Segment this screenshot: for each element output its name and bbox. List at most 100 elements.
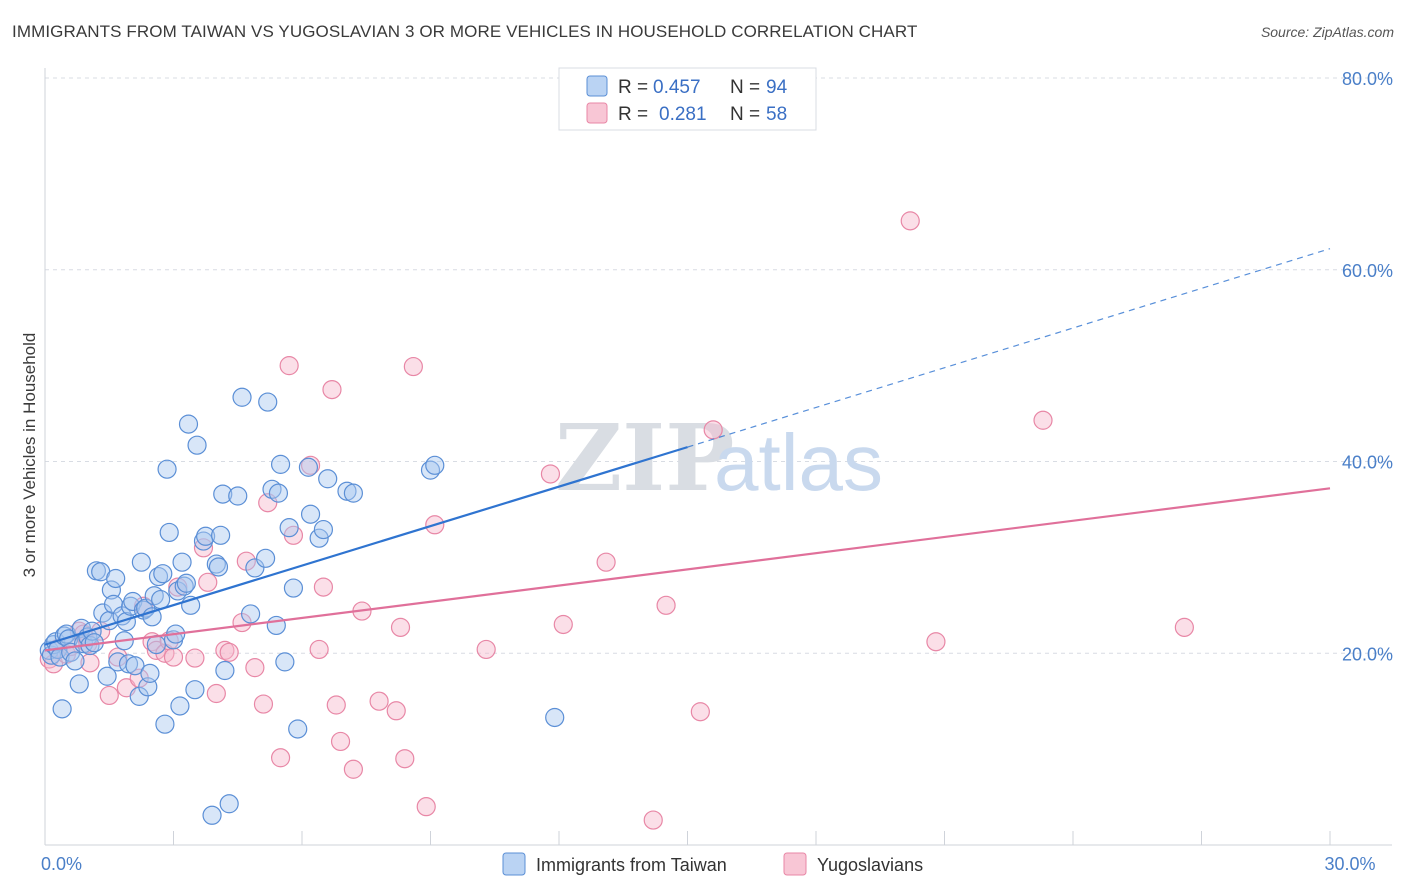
yugo-point: [99, 685, 119, 706]
taiwan-point: [228, 486, 248, 506]
yugo-point: [279, 356, 299, 376]
yugo-point: [703, 420, 723, 440]
taiwan-point: [174, 576, 194, 596]
taiwan-point: [176, 573, 196, 593]
yugo-point: [369, 691, 389, 711]
taiwan-point: [185, 680, 205, 700]
taiwan-point: [279, 518, 299, 538]
legend-yugo-n-label: N =: [730, 104, 760, 125]
legend-taiwan-r-value: 0.457: [653, 77, 701, 98]
yugo-point: [540, 464, 561, 484]
taiwan-point: [146, 635, 166, 655]
bottom-legend-taiwan-label: Immigrants from Taiwan: [536, 855, 727, 875]
grid-lines: [45, 77, 1392, 654]
taiwan-point: [275, 652, 295, 672]
watermark-atlas: atlas: [714, 418, 883, 507]
chart-title: IMMIGRANTS FROM TAIWAN VS YUGOSLAVIAN 3 …: [12, 22, 918, 41]
legend-taiwan-n-label: N =: [730, 77, 760, 98]
taiwan-point: [283, 578, 304, 598]
taiwan-point: [425, 455, 445, 475]
yugo-point: [185, 648, 205, 668]
bottom-legend-taiwan-swatch: [502, 852, 526, 876]
y-axis-label: 3 or more Vehicles in Household: [20, 333, 39, 578]
legend-taiwan-swatch: [586, 75, 608, 97]
taiwan-point: [268, 483, 289, 503]
yugo-point: [386, 701, 406, 721]
taiwan-point: [266, 615, 286, 636]
y-tick-label: 60.0%: [1342, 261, 1393, 281]
legend-yugo-swatch: [586, 102, 608, 124]
yugo-point: [245, 658, 265, 678]
taiwan-point: [202, 805, 222, 825]
taiwan-point: [172, 552, 192, 572]
taiwan-point: [241, 604, 261, 624]
source-label: Source: ZipAtlas.com: [1260, 24, 1394, 40]
taiwan-point: [157, 459, 177, 479]
taiwan-point: [131, 552, 151, 572]
taiwan-trend-line: [44, 446, 688, 646]
yugo-point: [108, 647, 128, 667]
yugo-point: [330, 731, 351, 752]
taiwan-point: [101, 580, 121, 600]
yugo-point: [476, 639, 496, 660]
taiwan-point: [140, 663, 160, 683]
taiwan-point: [232, 387, 252, 407]
taiwan-point: [187, 435, 207, 455]
taiwan-point: [213, 484, 233, 504]
taiwan-point: [170, 696, 190, 716]
yugo-point: [416, 797, 436, 817]
taiwan-point: [196, 526, 216, 546]
taiwan-point: [178, 414, 199, 434]
yugo-point: [309, 639, 329, 660]
bottom-legend-yugo-swatch: [783, 852, 807, 876]
taiwan-point: [52, 699, 72, 719]
bottom-legend: Immigrants from Taiwan Yugoslavians: [502, 852, 923, 876]
yugo-point: [193, 538, 214, 558]
yugo-point: [343, 759, 363, 779]
yugo-point: [270, 748, 291, 768]
taiwan-point: [219, 794, 239, 814]
yugo-point: [326, 695, 346, 715]
taiwan-point: [153, 564, 173, 584]
taiwan-point: [270, 454, 291, 474]
taiwan-point: [318, 469, 338, 489]
taiwan-point: [255, 548, 276, 568]
taiwan-point: [258, 392, 278, 412]
yugo-point: [1174, 617, 1194, 637]
watermark: ZIP atlas: [555, 404, 883, 512]
taiwan-point: [545, 707, 565, 728]
x-tick-label: 0.0%: [41, 854, 82, 874]
yugo-point: [1033, 410, 1053, 430]
taiwan-point: [313, 519, 334, 540]
yugo-point: [206, 683, 226, 704]
yugo-point: [900, 211, 920, 231]
yugo-point: [656, 595, 676, 615]
yugo-point: [553, 614, 573, 635]
taiwan-point: [65, 651, 85, 671]
taiwan-point: [215, 660, 235, 681]
taiwan-point: [97, 666, 117, 686]
bottom-legend-yugo-label: Yugoslavians: [817, 855, 923, 875]
yugo-point: [313, 577, 334, 597]
yugo-point: [198, 572, 218, 592]
yugo-point: [390, 617, 411, 637]
yugo-point: [163, 647, 184, 667]
taiwan-point: [288, 719, 308, 739]
yugo-point: [80, 653, 100, 673]
taiwan-trend-extension: [687, 248, 1331, 448]
y-tick-label: 80.0%: [1342, 69, 1393, 89]
yugo-point: [596, 552, 616, 572]
trend-lines: [44, 248, 1331, 652]
x-tick-label: 30.0%: [1324, 854, 1375, 874]
data-points: [39, 211, 1194, 830]
legend-taiwan-n-value: 94: [766, 77, 788, 98]
legend-yugo-r-value: 0.281: [659, 104, 707, 125]
yugo-trend-line: [44, 487, 1331, 652]
yugo-point: [322, 379, 342, 400]
yugo-point: [926, 632, 946, 652]
yugo-point: [690, 702, 710, 722]
taiwan-point: [106, 568, 126, 589]
top-legend: R = 0.457 N = 94 R = 0.281 N = 58: [558, 67, 817, 131]
taiwan-point: [125, 656, 145, 676]
taiwan-point: [245, 558, 265, 578]
